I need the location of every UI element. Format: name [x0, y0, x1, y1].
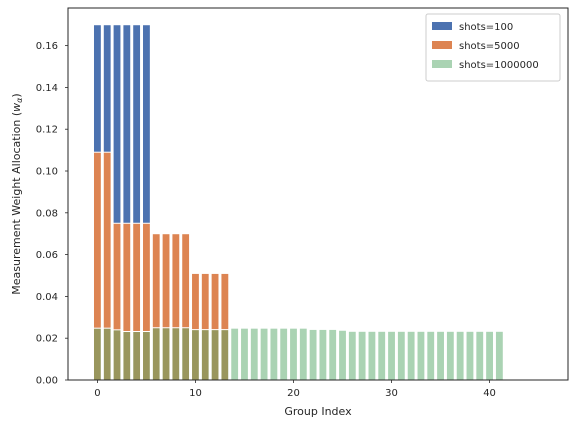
- bar-series-3-group-25: [338, 329, 347, 381]
- legend-label: shots=1000000: [459, 60, 539, 71]
- y-tick-label: 0.06: [36, 250, 58, 261]
- bar-series-3-group-22: [308, 328, 318, 381]
- y-tick-label: 0.12: [36, 125, 58, 136]
- bar-series-3-group-40: [485, 330, 494, 381]
- legend-swatch: [432, 22, 452, 30]
- bar-series-3-group-28: [367, 330, 377, 381]
- legend-label: shots=5000: [459, 41, 520, 52]
- bar-series-3-group-9: [181, 327, 191, 381]
- x-axis-ticks: 0 10 20 30 40: [94, 380, 496, 399]
- bar-series-3-group-36: [445, 330, 455, 381]
- x-tick-label: 0: [94, 388, 100, 399]
- x-tick-label: 30: [385, 388, 398, 399]
- bar-series-3-group-32: [406, 330, 416, 381]
- bar-series-3-group-18: [269, 327, 279, 381]
- bar-series-3-group-19: [279, 327, 289, 381]
- bar-series-3-group-6: [151, 327, 161, 381]
- bar-series-3-group-37: [455, 330, 465, 381]
- bar-series-3-group-20: [289, 327, 298, 381]
- bar-series-3-group-13: [220, 329, 230, 381]
- bar-series-3-group-30: [387, 330, 396, 381]
- bar-series-3-group-35: [436, 330, 445, 381]
- x-tick-label: 40: [483, 388, 496, 399]
- y-tick-label: 0.04: [36, 292, 58, 303]
- bar-series-3-group-14: [230, 327, 240, 381]
- bar-series-3-group-16: [249, 327, 259, 381]
- y-tick-label: 0.02: [36, 334, 58, 345]
- bar-series-3-group-23: [318, 328, 328, 381]
- y-axis-ticks: 0.00 0.02 0.04 0.06 0.08 0.10 0.12 0.14 0.16: [36, 41, 68, 387]
- legend-swatch: [432, 60, 452, 68]
- bar-series-3-group-12: [210, 329, 220, 381]
- legend-box: [425, 13, 561, 82]
- bar-series-3-group-1: [102, 327, 112, 381]
- bar-series-3-group-0: [92, 327, 102, 381]
- x-tick-label: 20: [287, 388, 300, 399]
- legend-label: shots=100: [459, 22, 513, 33]
- bar-series-3-group-2: [112, 329, 122, 381]
- y-axis-label-symbol: w: [10, 103, 23, 112]
- bar-series-3-group-8: [171, 327, 181, 381]
- y-tick-label: 0.08: [36, 208, 58, 219]
- plot-frame: [67, 7, 569, 381]
- y-axis-label: Measurement Weight Allocation (wα): [10, 93, 24, 294]
- legend: shots=100 shots=5000 shots=1000000: [425, 13, 561, 82]
- bar-series-3-group-11: [200, 329, 210, 381]
- y-axis-label-close: ): [10, 93, 23, 97]
- y-tick-label: 0.16: [36, 41, 58, 52]
- bar-series-3-group-10: [191, 329, 200, 381]
- legend-swatch: [432, 41, 452, 49]
- y-axis-label-subscript: α: [15, 97, 24, 103]
- bar-series-3-group-24: [328, 328, 338, 381]
- bar-series-3-group-21: [298, 327, 308, 381]
- y-tick-label: 0.14: [36, 83, 58, 94]
- bar-series-3-group-31: [396, 330, 406, 381]
- bar-series-3-group-26: [347, 330, 357, 381]
- bar-series-3-group-41: [494, 330, 504, 381]
- bar-series-3-group-4: [132, 331, 142, 381]
- bar-series-3-group-15: [240, 327, 249, 381]
- y-tick-label: 0.00: [36, 376, 58, 387]
- bar-series-3-group-33: [416, 330, 426, 381]
- bar-series-3-group-17: [259, 327, 269, 381]
- y-axis-label-text: Measurement Weight Allocation (: [10, 112, 23, 295]
- bar-series-3-group-34: [426, 330, 436, 381]
- x-axis-label: Group Index: [284, 405, 352, 418]
- bar-series-3-group-29: [377, 330, 387, 381]
- bar-series-3-group-38: [465, 330, 475, 381]
- x-tick-label: 10: [189, 388, 202, 399]
- bar-series-3-group-5: [142, 331, 151, 381]
- y-tick-label: 0.10: [36, 167, 58, 178]
- bar-series-3-group-39: [475, 330, 485, 381]
- bar-series-3-group-7: [161, 327, 171, 381]
- bar-series-3-group-3: [122, 331, 132, 381]
- bar-series-3-group-27: [357, 330, 367, 381]
